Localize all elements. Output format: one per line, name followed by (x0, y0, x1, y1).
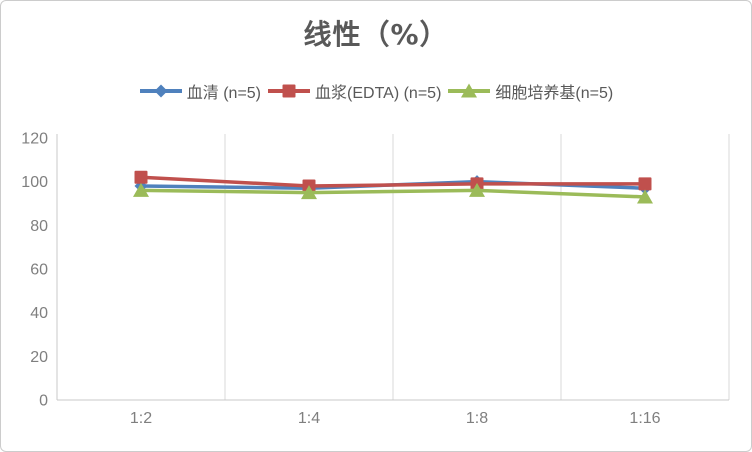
y-axis-tick-label: 20 (30, 349, 48, 366)
legend-label: 血清 (n=5) (186, 85, 262, 102)
y-axis-tick-label: 80 (30, 218, 48, 235)
y-axis-tick-label: 40 (30, 305, 48, 322)
legend-marker (461, 83, 478, 98)
legend-label: 细胞培养基(n=5) (495, 85, 614, 102)
legend-label: 血浆(EDTA) (n=5) (315, 85, 442, 102)
triangle-marker (469, 182, 485, 197)
legend-item: 细胞培养基(n=5) (447, 79, 613, 103)
y-axis-tick-label: 60 (30, 262, 48, 279)
legend-item: 血清 (n=5) (139, 79, 261, 103)
x-axis-tick-label: 1:2 (130, 410, 152, 427)
x-axis-tick-label: 1:4 (298, 410, 320, 427)
y-axis-tick-label: 120 (21, 131, 48, 148)
series-line-1 (139, 175, 647, 188)
triangle-marker (301, 185, 317, 200)
legend-marker (282, 84, 296, 98)
square-legend-icon (268, 84, 311, 98)
triangle-marker (133, 182, 149, 197)
square-marker (134, 170, 148, 184)
triangle-marker (637, 189, 653, 204)
y-axis-tick-label: 0 (39, 393, 48, 410)
triangle-legend-icon (448, 83, 491, 98)
diamond-legend-icon (139, 84, 182, 98)
x-axis-tick-label: 1:16 (629, 410, 660, 427)
legend: 血清 (n=5) 血浆(EDTA) (n=5) 细胞培养基(n=5) (1, 79, 751, 103)
series-line-2 (139, 188, 647, 199)
chart-title: 线性（%） (303, 18, 449, 51)
legend-item: 血浆(EDTA) (n=5) (267, 79, 441, 103)
x-axis-tick-label: 1:8 (466, 410, 488, 427)
square-marker (638, 177, 652, 191)
legend-marker (154, 84, 168, 98)
y-axis-tick-label: 100 (21, 174, 48, 191)
